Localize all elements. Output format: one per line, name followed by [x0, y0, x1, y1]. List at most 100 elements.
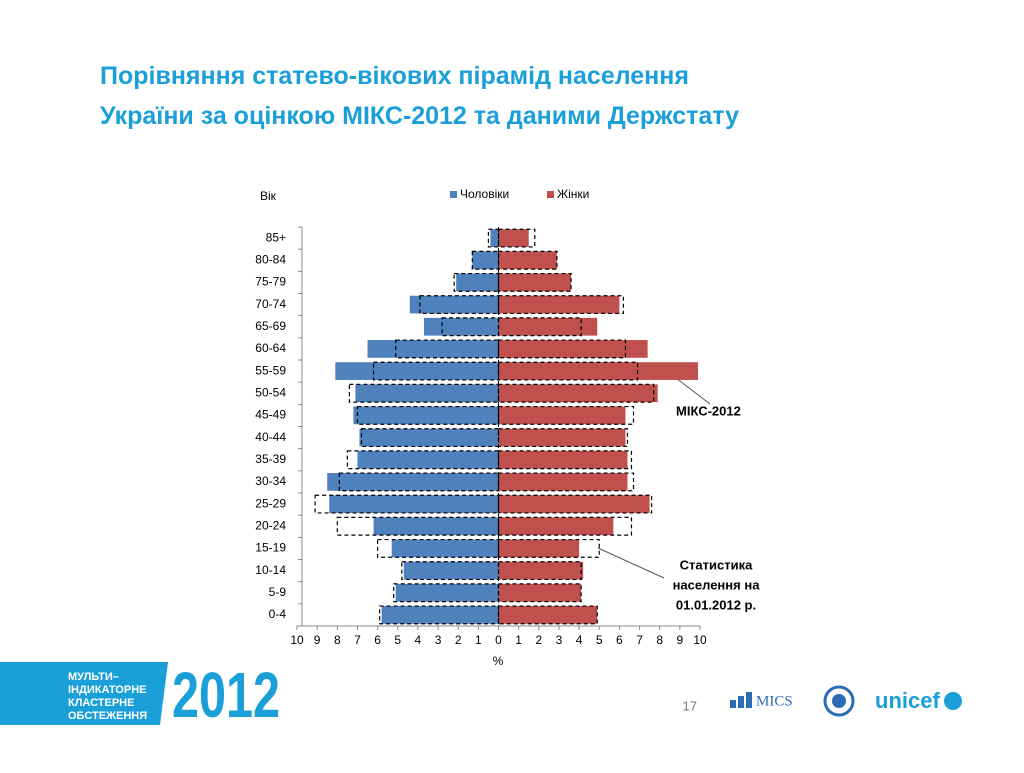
y-tick-label: 30-34	[255, 474, 286, 488]
y-tick-label: 75-79	[255, 275, 286, 289]
reference-box	[497, 228, 536, 248]
bar	[498, 406, 626, 425]
bar	[373, 517, 499, 536]
logo-text: ОБСТЕЖЕННЯ	[68, 710, 147, 722]
y-tick-label: 5-9	[269, 585, 287, 599]
x-tick-label: 5	[596, 633, 603, 647]
x-tick-label: 1	[515, 633, 522, 647]
y-tick-label: 45-49	[255, 408, 286, 422]
unicef-emblem	[944, 692, 962, 710]
bar	[472, 251, 499, 270]
x-tick-label: 2	[535, 633, 542, 647]
x-tick-label: 6	[374, 633, 381, 647]
leader-line	[675, 377, 711, 405]
bar	[456, 273, 499, 292]
x-tick-label: 3	[556, 633, 563, 647]
x-tick-label: 6	[616, 633, 623, 647]
bar	[498, 295, 620, 314]
reference-box	[497, 383, 655, 403]
annotation: МІКС-2012	[676, 403, 741, 418]
bar	[335, 362, 499, 380]
y-axis-label: Вік	[260, 189, 277, 203]
reference-box	[497, 516, 633, 536]
x-tick-label: 9	[314, 633, 321, 647]
bar	[359, 428, 499, 447]
bar	[327, 473, 499, 491]
logo-text: КЛАСТЕРНЕ	[68, 697, 134, 709]
x-tick-label: 1	[475, 633, 482, 647]
emblem	[823, 685, 855, 717]
legend-swatch	[547, 191, 554, 198]
leader-line	[597, 547, 665, 579]
y-tick-label: 20-24	[255, 518, 286, 532]
x-tick-label: 2	[455, 633, 462, 647]
x-tick-label: 9	[677, 633, 684, 647]
reference-box	[453, 272, 500, 292]
x-tick-label: 8	[334, 633, 341, 647]
reference-label: Статистика	[680, 557, 753, 572]
y-tick-label: 50-54	[255, 385, 286, 399]
y-tick-label: 35-39	[255, 452, 286, 466]
x-tick-label: 4	[415, 633, 422, 647]
bar	[498, 317, 598, 336]
bar	[498, 273, 572, 292]
reference-box	[497, 428, 629, 448]
reference-box	[395, 339, 500, 359]
bar	[498, 561, 584, 580]
page-number: 17	[683, 698, 697, 713]
x-tick-label: 7	[636, 633, 643, 647]
y-tick-label: 55-59	[255, 363, 286, 377]
y-tick-label: 80-84	[255, 252, 286, 266]
reference-box	[336, 516, 500, 536]
bar	[498, 428, 626, 447]
bar	[498, 583, 582, 602]
y-tick-label: 85+	[266, 230, 286, 244]
reference-box	[497, 250, 558, 270]
y-tick-label: 25-29	[255, 496, 286, 510]
bar	[498, 495, 650, 513]
y-tick-label: 40-44	[255, 430, 286, 444]
bar	[395, 583, 499, 602]
bar	[498, 450, 628, 469]
bar	[498, 384, 658, 403]
bar	[423, 317, 499, 336]
y-tick-label: 65-69	[255, 319, 286, 333]
legend-swatch	[450, 191, 457, 198]
logo-year: 2012	[172, 659, 280, 731]
bar	[367, 340, 499, 358]
x-tick-label: 0	[495, 633, 502, 647]
bar	[498, 517, 614, 536]
mics-logo: MICS	[756, 693, 793, 709]
reference-box	[497, 272, 572, 292]
bar	[355, 384, 499, 403]
y-tick-label: 0-4	[269, 607, 287, 621]
mics-icon	[746, 692, 752, 708]
bar	[498, 251, 557, 270]
bar	[391, 539, 499, 558]
bar	[498, 473, 628, 491]
x-tick-label: 10	[290, 633, 304, 647]
bar	[498, 362, 698, 380]
x-tick-label: 10	[693, 633, 707, 647]
reference-box	[497, 494, 653, 514]
x-tick-label: 3	[435, 633, 442, 647]
emblem	[832, 694, 846, 708]
reference-box	[497, 538, 600, 558]
y-tick-label: 10-14	[255, 563, 286, 577]
logo-text: МУЛЬТИ–	[68, 671, 119, 683]
bar	[329, 495, 499, 513]
x-tick-label: 4	[576, 633, 583, 647]
unicef-logo: unicef	[875, 688, 940, 713]
bar	[498, 340, 648, 358]
legend-label: Чоловіки	[460, 187, 509, 201]
reference-box	[497, 450, 633, 470]
x-axis-label: %	[493, 654, 504, 668]
reference-box	[497, 405, 635, 425]
logo-band	[0, 662, 168, 725]
bar	[357, 450, 499, 469]
bar	[498, 539, 580, 558]
y-tick-label: 15-19	[255, 541, 286, 555]
x-tick-label: 8	[656, 633, 663, 647]
bar	[381, 606, 499, 624]
